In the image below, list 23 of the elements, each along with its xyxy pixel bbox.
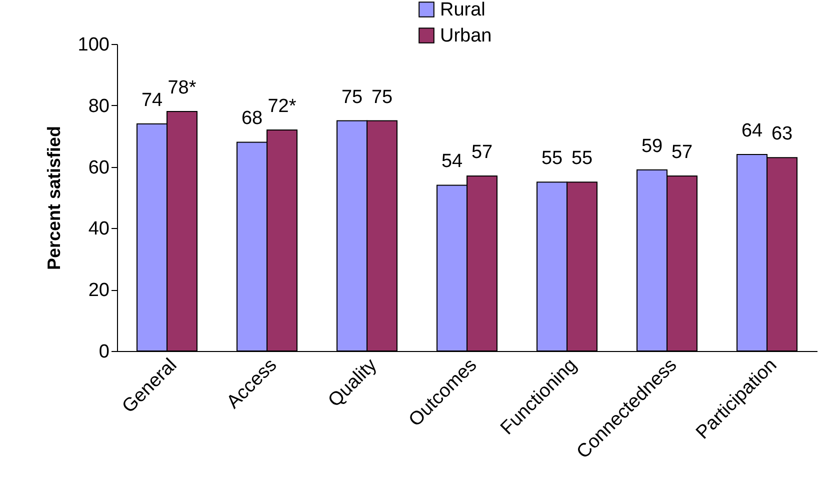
data-label: 59 xyxy=(641,136,663,157)
y-tick-label: 80 xyxy=(88,96,110,117)
y-tick-label: 60 xyxy=(88,157,110,178)
data-label: 57 xyxy=(671,142,693,164)
y-tick-label: 100 xyxy=(78,34,110,56)
legend-label: Urban xyxy=(440,26,492,46)
data-label: 55 xyxy=(541,148,563,170)
y-tick-label: 0 xyxy=(98,342,110,362)
data-label: 55 xyxy=(571,148,593,170)
data-label: 68 xyxy=(241,108,263,130)
data-label: 64 xyxy=(741,120,763,142)
data-label: 57 xyxy=(471,142,493,164)
data-label: 74 xyxy=(141,90,163,111)
legend-label: Rural xyxy=(440,0,486,20)
data-label: 54 xyxy=(441,151,463,172)
y-axis-title: Percent satisfied xyxy=(44,126,64,270)
data-label: 63 xyxy=(771,124,793,145)
y-tick-label: 20 xyxy=(88,280,110,302)
data-label: 78* xyxy=(168,78,197,99)
data-label: 75 xyxy=(371,86,393,108)
y-tick-label: 40 xyxy=(88,218,110,240)
data-label: 75 xyxy=(341,86,363,108)
data-label: 72* xyxy=(268,96,297,117)
